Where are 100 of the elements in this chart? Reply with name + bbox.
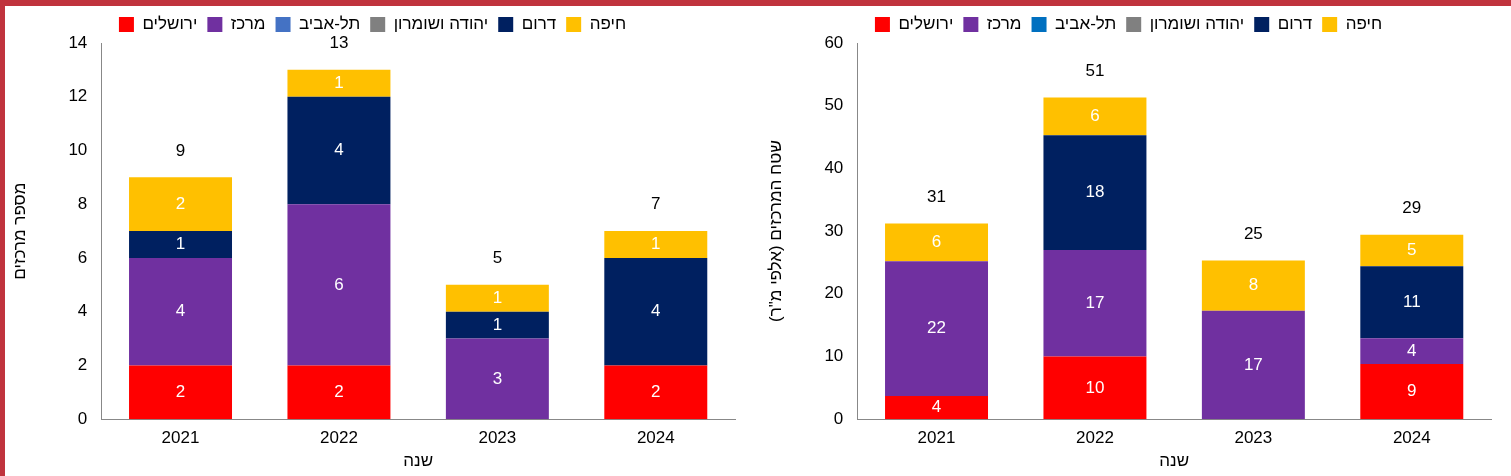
legend-label: חיפה xyxy=(1345,14,1382,34)
bar xyxy=(129,257,233,366)
data-label: 3 xyxy=(492,368,503,388)
bar xyxy=(1201,310,1305,420)
bar xyxy=(129,231,233,258)
data-label: 17 xyxy=(1084,292,1104,312)
y-tick-label: 6 xyxy=(77,247,88,267)
legend-label: מרכז xyxy=(986,14,1022,34)
data-label: 1 xyxy=(175,234,186,254)
x-tick-label: 2023 xyxy=(478,428,517,448)
legend-label: דרום xyxy=(1277,14,1312,34)
legend-label: דרום xyxy=(521,14,557,34)
data-label: 4 xyxy=(175,301,186,321)
bar xyxy=(1042,356,1146,420)
bar xyxy=(1201,260,1305,311)
bar xyxy=(129,177,233,232)
y-tick-label: 40 xyxy=(823,158,843,178)
data-label: 1 xyxy=(492,287,503,307)
y-tick-label: 2 xyxy=(77,355,88,375)
bar xyxy=(604,257,708,366)
y-tick-label: 8 xyxy=(77,193,88,213)
bar xyxy=(1359,266,1463,339)
legend-label: חיפה xyxy=(589,14,627,34)
data-label: 18 xyxy=(1084,182,1104,202)
x-axis-title: שנה xyxy=(403,451,434,471)
data-label: 6 xyxy=(334,274,344,294)
y-tick-label: 10 xyxy=(68,140,88,160)
x-tick-label: 2021 xyxy=(161,428,200,448)
data-label: 2 xyxy=(175,193,186,213)
bar xyxy=(604,231,708,258)
bar xyxy=(287,96,391,205)
y-tick-label: 12 xyxy=(68,86,88,106)
data-label: 10 xyxy=(1084,377,1104,397)
data-label: 6 xyxy=(1089,106,1100,126)
total-label: 31 xyxy=(926,186,946,206)
y-tick-label: 14 xyxy=(68,32,88,52)
bar xyxy=(1359,234,1463,267)
total-label: 51 xyxy=(1084,60,1104,80)
x-tick-label: 2024 xyxy=(1392,428,1431,448)
total-label: 9 xyxy=(175,140,186,160)
total-label: 5 xyxy=(492,248,503,268)
bar xyxy=(287,365,391,420)
x-tick-label: 2023 xyxy=(1233,428,1272,448)
total-label: 29 xyxy=(1401,198,1421,218)
data-label: 4 xyxy=(334,140,344,160)
data-label: 1 xyxy=(651,234,661,254)
data-label: 8 xyxy=(1248,275,1258,295)
y-tick-label: 0 xyxy=(833,408,843,428)
bar xyxy=(445,284,549,312)
data-label: 4 xyxy=(651,301,661,321)
y-axis-title: שטח המרכזים (אלפי מ"ר) xyxy=(765,140,785,323)
bar xyxy=(287,204,391,366)
legend-label: ירושלים xyxy=(897,14,953,34)
x-tick-label: 2022 xyxy=(320,428,358,448)
y-tick-label: 4 xyxy=(77,301,88,321)
bar xyxy=(129,365,233,420)
bar xyxy=(1042,249,1146,357)
data-label: 4 xyxy=(931,397,941,417)
legend-label: מרכז xyxy=(230,14,266,34)
total-label: 25 xyxy=(1243,223,1263,243)
bar xyxy=(604,365,708,420)
data-label: 9 xyxy=(1406,381,1417,401)
data-label: 2 xyxy=(651,382,661,402)
bar xyxy=(1042,97,1146,136)
data-label: 1 xyxy=(492,314,503,334)
data-label: 11 xyxy=(1402,291,1421,311)
y-tick-label: 60 xyxy=(823,32,843,52)
legend-label: תל-אביב xyxy=(299,14,361,34)
data-label: 2 xyxy=(175,382,186,402)
bar xyxy=(445,311,549,339)
bar xyxy=(884,261,988,396)
legend-label: יהודה ושומרון xyxy=(1149,14,1244,34)
y-tick-label: 0 xyxy=(77,408,88,428)
y-axis-title: מספר מרכזים xyxy=(9,182,29,280)
legend-label: ירושלים xyxy=(142,14,198,34)
bar xyxy=(1359,364,1463,420)
data-label: 6 xyxy=(931,232,941,252)
x-axis-title: שנה xyxy=(1158,451,1189,471)
x-tick-label: 2022 xyxy=(1075,428,1114,448)
bar xyxy=(884,396,988,420)
data-label: 2 xyxy=(334,382,344,402)
data-label: 1 xyxy=(334,72,344,92)
data-label: 5 xyxy=(1406,240,1417,260)
data-label: 22 xyxy=(926,318,946,338)
bar xyxy=(1359,338,1463,365)
total-label: 13 xyxy=(329,33,349,53)
bar xyxy=(884,223,988,262)
y-tick-label: 30 xyxy=(823,220,843,240)
y-tick-label: 20 xyxy=(823,283,843,303)
legend-label: תל-אביב xyxy=(1054,14,1116,34)
bar xyxy=(445,338,549,420)
bar xyxy=(287,69,391,97)
legend-label: יהודה ושומרון xyxy=(393,14,489,34)
data-label: 17 xyxy=(1243,354,1263,374)
bar xyxy=(1042,135,1146,250)
data-label: 4 xyxy=(1406,340,1417,360)
y-tick-label: 50 xyxy=(823,95,843,115)
x-tick-label: 2024 xyxy=(636,428,675,448)
total-label: 7 xyxy=(651,194,661,214)
y-tick-label: 10 xyxy=(823,346,843,366)
